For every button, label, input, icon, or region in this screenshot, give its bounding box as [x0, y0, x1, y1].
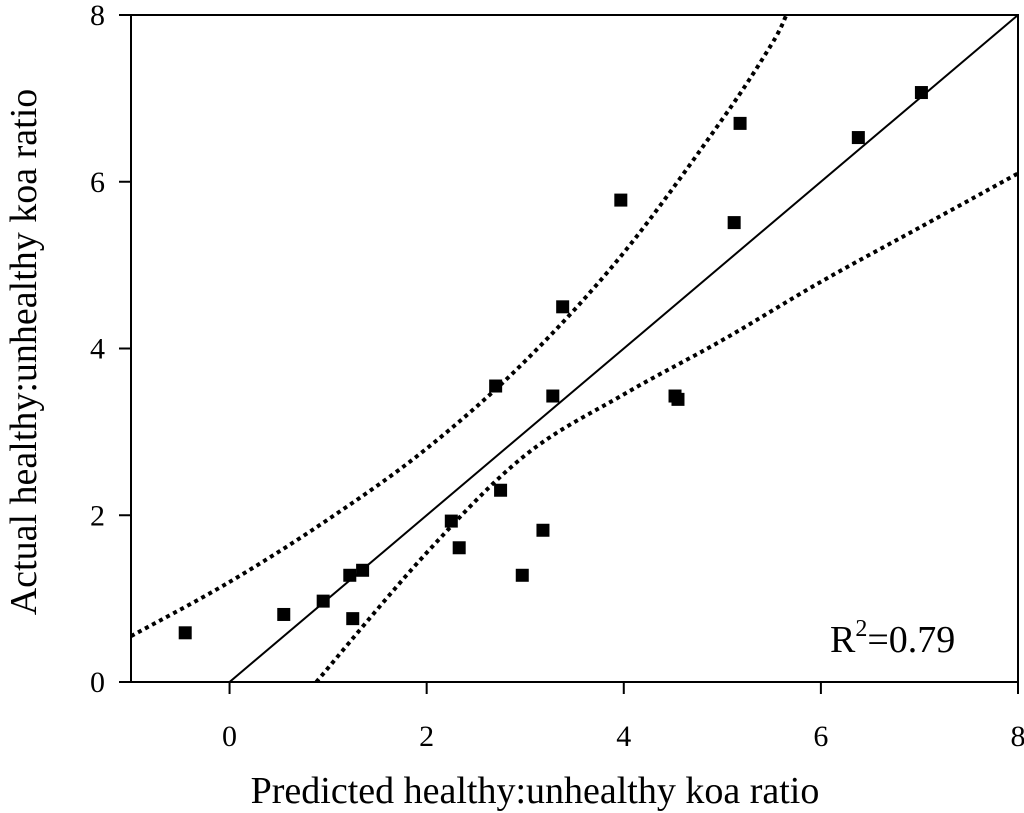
y-tick-label: 8	[90, 0, 105, 32]
y-tick-label: 0	[90, 666, 105, 699]
data-point	[614, 193, 628, 207]
r-squared-value: =0.79	[867, 619, 955, 661]
x-tick-label: 8	[1011, 720, 1024, 753]
axis-ticks: 0 2 4 6 8 0 2 4 6 8	[90, 0, 1024, 753]
y-axis-title: Actual healthy:unhealthy koa ratio	[3, 89, 45, 616]
data-point	[316, 594, 330, 608]
data-point	[346, 612, 360, 626]
data-point	[733, 116, 747, 130]
x-axis-title: Predicted healthy:unhealthy koa ratio	[251, 770, 820, 812]
data-point	[343, 568, 357, 582]
data-point	[851, 131, 865, 145]
data-point	[494, 483, 508, 497]
x-tick-label: 4	[616, 720, 631, 753]
data-point	[444, 514, 458, 528]
r-squared-base: R	[830, 619, 856, 661]
data-point	[671, 392, 685, 406]
data-point	[515, 568, 529, 582]
data-point	[727, 216, 741, 230]
y-tick-label: 6	[90, 166, 105, 199]
x-tick-label: 0	[222, 720, 237, 753]
data-point	[178, 626, 192, 640]
one-to-one-line	[228, 15, 1018, 682]
data-point	[356, 563, 370, 577]
data-point	[914, 86, 928, 100]
data-point	[556, 300, 570, 314]
x-tick-label: 6	[813, 720, 828, 753]
y-tick-label: 2	[90, 499, 105, 532]
data-point	[489, 379, 503, 393]
y-tick-label: 4	[90, 333, 105, 366]
r-squared-annotation: R2=0.79	[830, 616, 955, 661]
plot-frame	[130, 14, 1019, 683]
data-points	[178, 86, 928, 640]
data-point	[277, 607, 291, 621]
data-point	[452, 541, 466, 555]
data-point	[546, 389, 560, 403]
fit-line-layer	[228, 15, 1018, 682]
x-tick-label: 2	[419, 720, 434, 753]
confidence-band-lower	[314, 171, 1018, 682]
confidence-band-upper	[131, 15, 789, 638]
confidence-bands	[131, 15, 1018, 682]
r-squared-superscript: 2	[855, 616, 867, 642]
data-point	[536, 523, 550, 537]
